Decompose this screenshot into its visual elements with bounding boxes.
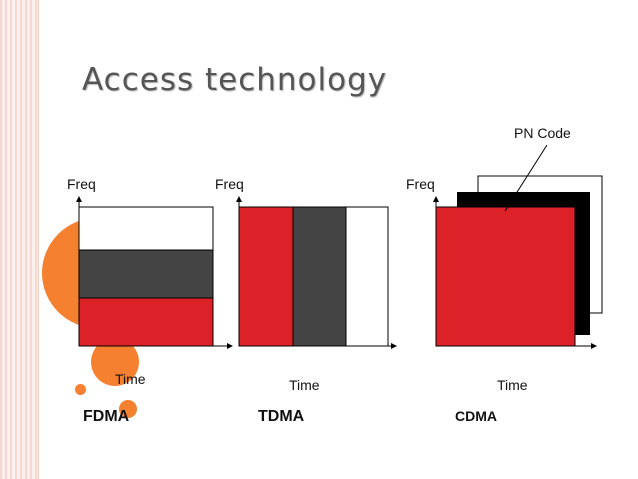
tdma-label: TDMA	[258, 408, 305, 425]
pn-code-label: PN Code	[514, 125, 571, 141]
tdma-slot-1	[238, 206, 294, 347]
tdma-slot-3	[345, 206, 389, 347]
fdma-band-bottom	[78, 297, 214, 347]
fdma-diagram	[76, 196, 233, 349]
cdma-x-axis-label: Time	[497, 377, 528, 393]
tdma-slot-2	[292, 206, 347, 347]
decor-circle-small-bottom	[119, 400, 137, 418]
cdma-y-axis-label: Freq	[406, 176, 435, 192]
cdma-diagram	[433, 144, 603, 349]
fdma-y-axis-label: Freq	[67, 176, 96, 192]
tdma-y-axis-label: Freq	[215, 176, 244, 192]
fdma-band-middle	[78, 249, 214, 299]
tdma-diagram	[236, 196, 397, 349]
tdma-x-axis-label: Time	[289, 377, 320, 393]
fdma-band-top	[78, 206, 214, 251]
cdma-layer-front	[435, 206, 576, 347]
decorative-stripe-rule	[38, 0, 39, 479]
fdma-x-axis-label: Time	[115, 371, 146, 387]
slide-title: Access technology	[82, 62, 388, 98]
pn-code-pointer	[504, 144, 548, 212]
fdma-label: FDMA	[83, 408, 130, 425]
decorative-stripes	[0, 0, 38, 479]
decor-circle-small-left	[75, 384, 86, 395]
cdma-label: CDMA	[455, 408, 497, 424]
